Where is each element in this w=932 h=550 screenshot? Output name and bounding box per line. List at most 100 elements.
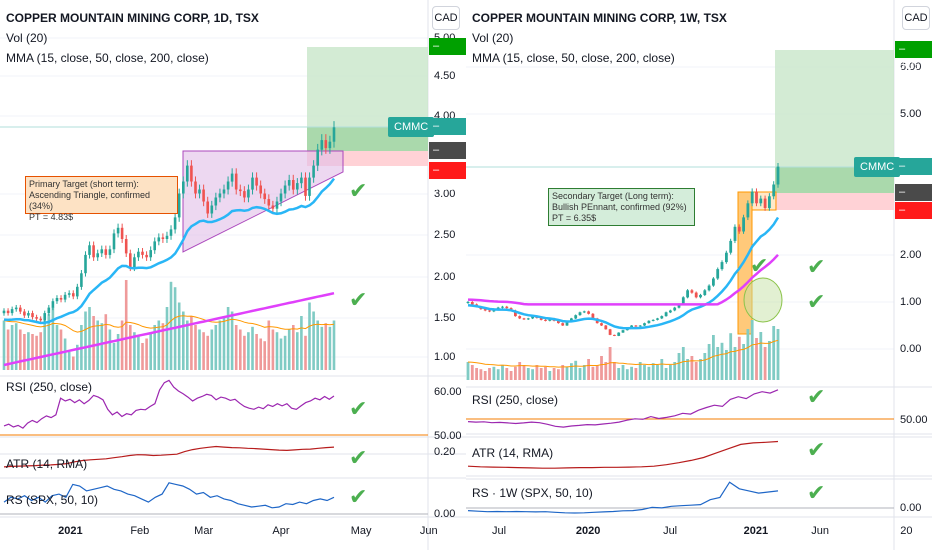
volume-bar <box>673 362 677 380</box>
candle-body <box>604 325 608 330</box>
candle-body <box>694 292 698 298</box>
candle-body <box>247 189 250 198</box>
volume-bar <box>251 326 254 370</box>
candle-body <box>296 183 299 190</box>
volume-bar <box>488 368 491 380</box>
volume-bar <box>595 365 599 380</box>
rsi-line <box>467 389 779 428</box>
candle-body <box>230 173 234 182</box>
checkmark-icon: ✔ <box>349 287 368 312</box>
atr-pane-label: ATR (14, RMA) <box>472 446 554 460</box>
price-tick-label: 3.00 <box>434 188 455 200</box>
rs-tick-label: 0.00 <box>434 508 456 520</box>
candle-body <box>729 240 733 253</box>
annotation-line: Ascending Triangle, confirmed (34%) <box>29 190 151 211</box>
time-tick-label: May <box>350 525 372 537</box>
weekly-chart-canvas[interactable] <box>466 0 932 550</box>
volume-bar <box>686 359 689 380</box>
volume-bar <box>182 311 185 370</box>
volume-bar <box>694 362 698 380</box>
candle-body <box>638 325 642 327</box>
atr-tick-label: 0.20 <box>434 446 456 458</box>
candle-body <box>218 193 222 198</box>
weekly-chart-panel[interactable]: COPPER MOUNTAIN MINING CORP, 1W, TSX Vol… <box>466 0 932 550</box>
daily-chart-panel[interactable]: COPPER MOUNTAIN MINING CORP, 1D, TSX Vol… <box>0 0 466 550</box>
volume-bar <box>716 347 720 380</box>
time-tick-label: Jul <box>663 525 678 537</box>
rs-line <box>467 481 779 514</box>
volume-bar <box>177 302 181 370</box>
currency-button[interactable]: CAD <box>902 6 930 30</box>
candle-body <box>161 237 165 239</box>
volume-bar <box>703 353 707 380</box>
time-tick-label: Jul <box>492 525 507 537</box>
candle-body <box>133 257 136 268</box>
volume-bar <box>259 338 262 370</box>
candle-body <box>198 189 201 194</box>
volume-bar <box>574 360 578 380</box>
volume-bar <box>759 332 763 380</box>
volume-bar <box>518 362 522 380</box>
volume-bar <box>267 320 271 370</box>
volume-bar <box>561 365 565 380</box>
volume-bar <box>746 329 750 380</box>
price-tick-label: 2.00 <box>900 249 922 261</box>
volume-bar <box>190 316 193 370</box>
candle-body <box>47 307 51 314</box>
candle-body <box>226 181 230 190</box>
candle-body <box>656 318 659 320</box>
volume-bar <box>539 368 543 380</box>
daily-chart-canvas[interactable] <box>0 0 466 550</box>
volume-bar <box>304 335 307 370</box>
candle-body <box>763 198 767 208</box>
candle-body <box>149 250 152 258</box>
currency-button[interactable]: CAD <box>432 6 460 30</box>
volume-bar <box>681 347 685 380</box>
moving-average-200 <box>3 291 335 367</box>
moving-average-50 <box>467 216 780 330</box>
volume-bar <box>548 371 552 380</box>
candle-body <box>733 226 737 241</box>
candle-body <box>608 329 612 335</box>
ascending-triangle-pattern <box>182 150 344 253</box>
candle-body <box>690 290 694 293</box>
primary-target-annotation[interactable]: Primary Target (short term): Ascending T… <box>25 176 178 222</box>
time-tick-label: 2021 <box>58 525 83 537</box>
candle-body <box>222 189 226 194</box>
candle-body <box>466 302 470 303</box>
stop-zone <box>775 193 894 210</box>
candle-body <box>673 307 677 311</box>
volume-bar <box>712 335 715 380</box>
volume-bar <box>466 362 470 380</box>
rsi-line <box>3 379 335 429</box>
volume-bar <box>470 365 474 380</box>
mma-indicator-label: MMA (15, close, 50, close, 200, close) <box>472 51 675 65</box>
checkmark-icon: ✔ <box>807 384 826 409</box>
price-tick-label: 0.00 <box>900 343 922 355</box>
candle-body <box>600 323 603 326</box>
volume-bar <box>557 369 560 380</box>
volume-bar <box>651 363 655 380</box>
volume-bar <box>479 369 483 380</box>
volume-bar <box>531 369 534 380</box>
volume-bar <box>328 326 332 370</box>
volume-bar <box>116 334 120 370</box>
candle-body <box>116 227 120 234</box>
candle-body <box>169 229 173 236</box>
candle-body <box>80 273 83 287</box>
volume-bar <box>92 316 95 370</box>
volume-bar <box>643 365 646 380</box>
volume-bar <box>206 335 209 370</box>
volume-bar <box>149 334 152 370</box>
candle-body <box>720 262 724 270</box>
volume-bar <box>664 368 668 380</box>
rs-pane-label: RS (SPX, 50, 10) <box>6 493 99 507</box>
candle-body <box>275 201 279 209</box>
volume-bar <box>153 325 156 370</box>
secondary-target-annotation[interactable]: Secondary Target (Long term): Bullish PE… <box>548 188 695 226</box>
candle-body <box>483 309 487 311</box>
candle-body <box>634 325 638 327</box>
rs-tick-label: 0.00 <box>900 502 922 514</box>
candle-body <box>173 217 177 230</box>
candle-body <box>574 315 578 319</box>
